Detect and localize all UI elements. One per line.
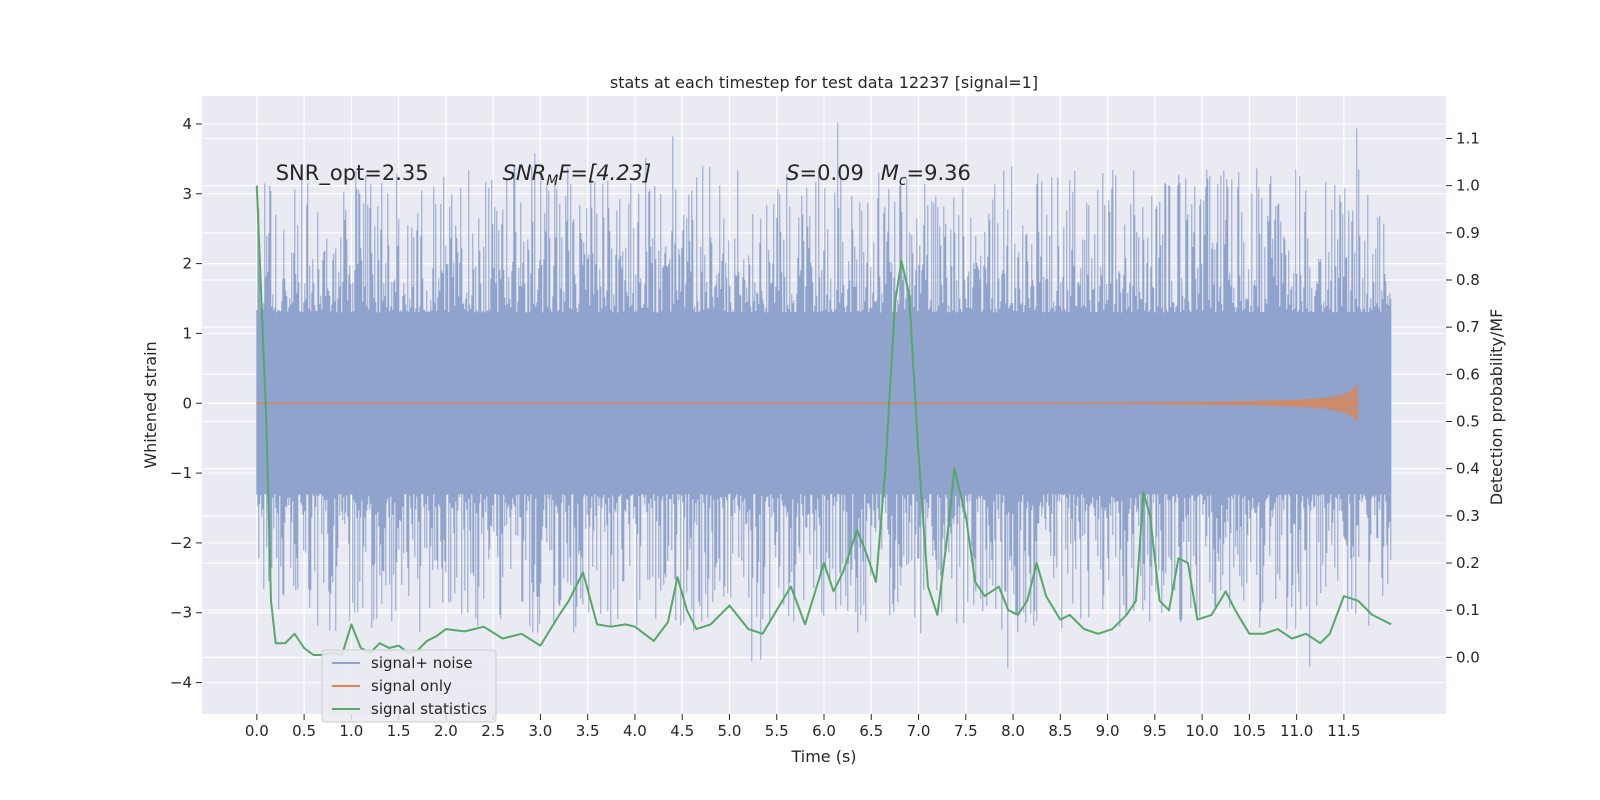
x-tick-label-7: 3.5 xyxy=(576,722,600,740)
y-tick-label-5: 1 xyxy=(182,324,192,342)
x-tick-label-20: 10.0 xyxy=(1185,722,1218,740)
x-tick-label-10: 5.0 xyxy=(718,722,742,740)
x-tick-label-0: 0.0 xyxy=(245,722,269,740)
y2-tick-label-8: 0.8 xyxy=(1456,271,1480,289)
x-tick-label-14: 7.0 xyxy=(907,722,931,740)
signal-statistics-series xyxy=(255,185,1392,656)
legend: signal+ noise signal only signal statist… xyxy=(321,649,497,723)
signal-only-series xyxy=(256,383,1359,423)
x-tick-label-9: 4.5 xyxy=(670,722,694,740)
x-tick-label-12: 6.0 xyxy=(812,722,836,740)
x-tick-label-13: 6.5 xyxy=(859,722,883,740)
legend-label-signal-statistics: signal statistics xyxy=(371,700,487,718)
y-tick-label-2: −2 xyxy=(170,534,192,552)
x-tick-label-5: 2.5 xyxy=(481,722,505,740)
y2-tick-label-3: 0.3 xyxy=(1456,507,1480,525)
y-tick-label-8: 4 xyxy=(182,115,192,133)
x-tick-label-21: 10.5 xyxy=(1233,722,1266,740)
y2-tick-label-11: 1.1 xyxy=(1456,129,1480,147)
x-tick-label-19: 9.5 xyxy=(1143,722,1167,740)
chart-title: stats at each timestep for test data 122… xyxy=(610,73,1038,92)
x-tick-label-1: 0.5 xyxy=(292,722,316,740)
annotations: SNR_opt=2.35 SNRMF=[4.23] S=0.09 Mc=9.36 xyxy=(276,161,971,189)
y2-tick-label-0: 0.0 xyxy=(1456,648,1480,666)
x-axis: 0.0 0.5 1.0 1.5 2.0 2.5 3.0 3.5 4.0 4.5 5.0 5.5 6.0 6… xyxy=(245,714,1361,740)
legend-box xyxy=(321,649,497,723)
x-tick-label-22: 11.0 xyxy=(1280,722,1313,740)
y2-tick-label-9: 0.9 xyxy=(1456,224,1480,242)
y2-tick-label-4: 0.4 xyxy=(1456,460,1480,478)
y-tick-label-6: 2 xyxy=(182,255,192,273)
y2-axis-label: Detection probability/MF xyxy=(1487,309,1506,506)
y2-tick-label-10: 1.0 xyxy=(1456,177,1480,195)
x-tick-label-23: 11.5 xyxy=(1327,722,1360,740)
x-tick-label-11: 5.5 xyxy=(765,722,789,740)
x-tick-label-16: 8.0 xyxy=(1001,722,1025,740)
legend-label-signal-only: signal only xyxy=(371,677,452,695)
x-tick-label-18: 9.0 xyxy=(1096,722,1120,740)
annotation-1: SNRMF=[4.23] xyxy=(503,161,652,189)
y-tick-label-0: −4 xyxy=(170,674,192,692)
x-tick-label-17: 8.5 xyxy=(1048,722,1072,740)
y-tick-label-7: 3 xyxy=(182,185,192,203)
y2-tick-label-1: 0.1 xyxy=(1456,601,1480,619)
annotation-3: Mc=9.36 xyxy=(881,161,971,189)
annotation-2: S=0.09 xyxy=(786,161,864,185)
x-tick-label-6: 3.0 xyxy=(528,722,552,740)
x-axis-label: Time (s) xyxy=(790,747,856,766)
y-axis-label: Whitened strain xyxy=(141,341,160,468)
annotation-0: SNR_opt=2.35 xyxy=(276,161,429,186)
left-y-axis: −4 −3 −2 −1 0 1 2 3 4 xyxy=(170,115,202,692)
y2-tick-label-7: 0.7 xyxy=(1456,318,1480,336)
legend-label-signal-noise: signal+ noise xyxy=(371,654,473,672)
y-tick-label-1: −3 xyxy=(170,604,192,622)
x-tick-label-3: 1.5 xyxy=(387,722,411,740)
y2-tick-label-5: 0.5 xyxy=(1456,413,1480,431)
x-tick-label-15: 7.5 xyxy=(954,722,978,740)
right-y-axis: 0.0 0.1 0.2 0.3 0.4 0.5 0.6 0.7 0.8 0.9 1.0 1.1 xyxy=(1446,129,1480,666)
x-tick-label-4: 2.0 xyxy=(434,722,458,740)
y-tick-label-3: −1 xyxy=(170,464,192,482)
signal-noise-trace xyxy=(256,122,1392,669)
signal-statistics-line xyxy=(255,185,1392,656)
x-tick-label-2: 1.0 xyxy=(339,722,363,740)
y2-tick-label-6: 0.6 xyxy=(1456,365,1480,383)
y2-tick-label-2: 0.2 xyxy=(1456,554,1480,572)
y-tick-label-4: 0 xyxy=(182,394,192,412)
x-tick-label-8: 4.0 xyxy=(623,722,647,740)
